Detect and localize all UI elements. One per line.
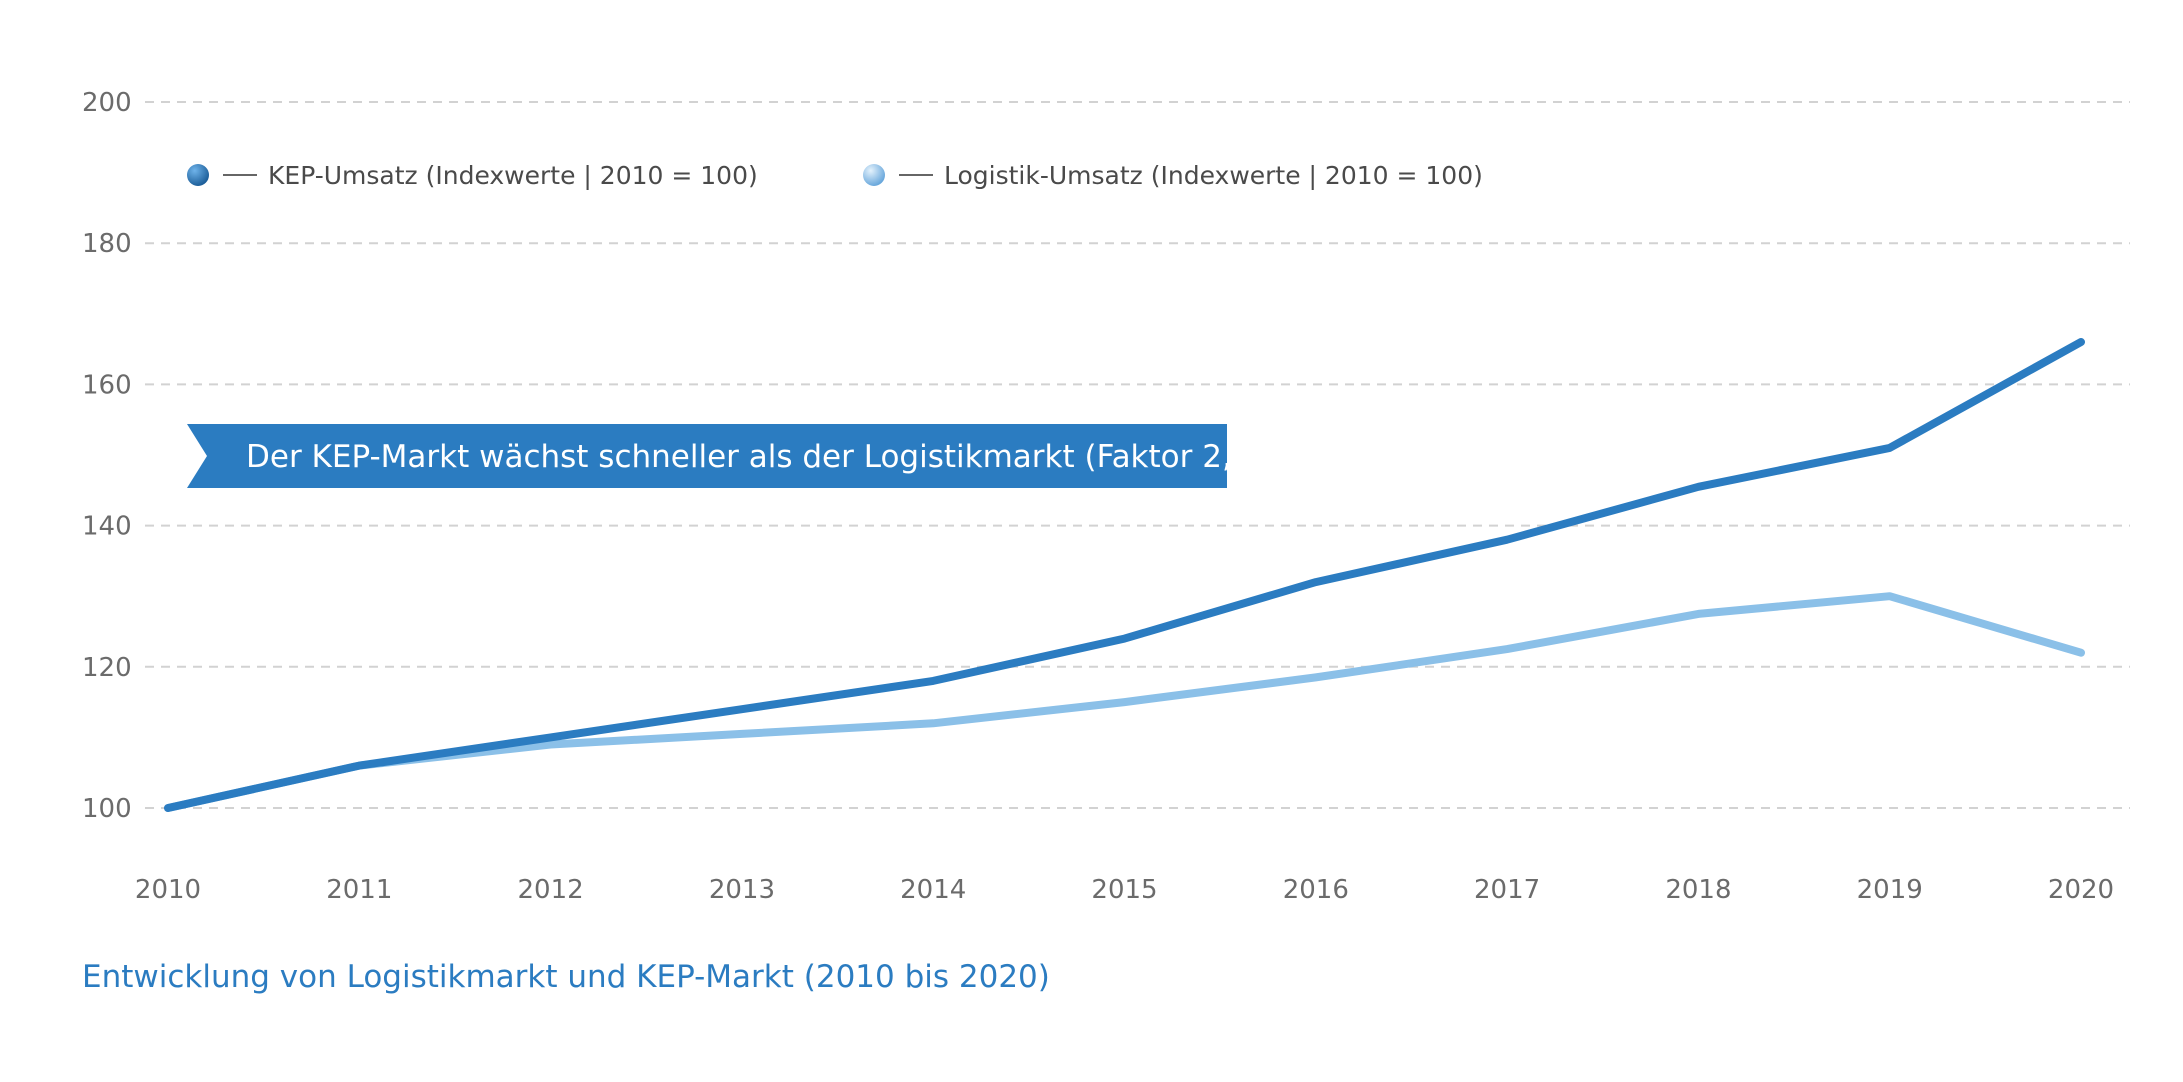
- legend-label-logistik: Logistik-Umsatz (Indexwerte | 2010 = 100…: [944, 161, 1483, 190]
- series-line-1: [164, 592, 2085, 812]
- legend-item-kep: KEP-Umsatz (Indexwerte | 2010 = 100): [187, 161, 758, 190]
- x-tick-label-2019: 2019: [1857, 875, 1923, 905]
- chart-caption: Entwicklung von Logistikmarkt und KEP-Ma…: [82, 959, 1050, 995]
- legend-marker-logistik-icon: [863, 164, 885, 186]
- legend-marker-kep-icon: [187, 164, 209, 186]
- legend: KEP-Umsatz (Indexwerte | 2010 = 100) Log…: [187, 161, 1483, 190]
- annotation-banner: Der KEP-Markt wächst schneller als der L…: [187, 424, 1273, 488]
- x-tick-label-2013: 2013: [709, 875, 775, 905]
- y-tick-label-180: 180: [82, 229, 132, 259]
- series-line-0: [164, 338, 2085, 812]
- y-axis-ticks: 100 120 140 160 180 200: [82, 88, 132, 824]
- x-tick-label-2011: 2011: [326, 875, 392, 905]
- y-tick-label-140: 140: [82, 512, 132, 542]
- x-tick-label-2020: 2020: [2048, 875, 2114, 905]
- annotation-text: Der KEP-Markt wächst schneller als der L…: [246, 439, 1273, 475]
- x-tick-label-2018: 2018: [1665, 875, 1731, 905]
- x-tick-label-2015: 2015: [1091, 875, 1157, 905]
- x-axis-ticks: 2010 2011 2012 2013 2014 2015 2016 2017 2018 2019…: [135, 875, 2114, 905]
- x-tick-label-2017: 2017: [1474, 875, 1540, 905]
- y-tick-label-160: 160: [82, 370, 132, 400]
- legend-item-logistik: Logistik-Umsatz (Indexwerte | 2010 = 100…: [863, 161, 1483, 190]
- y-tick-label-100: 100: [82, 794, 132, 824]
- x-tick-label-2010: 2010: [135, 875, 201, 905]
- annotation-banner-shape: [187, 424, 1227, 488]
- y-tick-label-120: 120: [82, 653, 132, 683]
- x-tick-label-2012: 2012: [518, 875, 584, 905]
- series-lines: [164, 338, 2085, 812]
- legend-label-kep: KEP-Umsatz (Indexwerte | 2010 = 100): [268, 161, 758, 190]
- y-tick-label-200: 200: [82, 88, 132, 118]
- x-tick-label-2016: 2016: [1283, 875, 1349, 905]
- x-tick-label-2014: 2014: [900, 875, 966, 905]
- gridlines: [145, 101, 2130, 809]
